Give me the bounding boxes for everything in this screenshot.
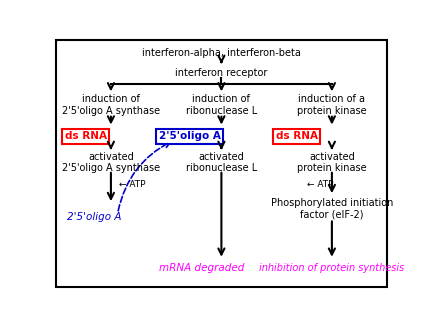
Text: ds RNA: ds RNA [276, 131, 318, 141]
Text: activated
protein kinase: activated protein kinase [297, 152, 367, 173]
Text: ← ATP: ← ATP [119, 179, 146, 189]
Text: interferon receptor: interferon receptor [175, 68, 267, 77]
Text: Phosphorylated initiation
factor (eIF-2): Phosphorylated initiation factor (eIF-2) [271, 198, 393, 220]
Text: induction of
ribonuclease L: induction of ribonuclease L [186, 94, 257, 116]
Text: activated
2'5'oligo A synthase: activated 2'5'oligo A synthase [62, 152, 160, 173]
Text: interferon-alpha, interferon-beta: interferon-alpha, interferon-beta [142, 48, 301, 58]
Text: induction of
2'5'oligo A synthase: induction of 2'5'oligo A synthase [62, 94, 160, 116]
Text: 2'5'oligo A: 2'5'oligo A [67, 212, 121, 222]
Text: mRNA degraded: mRNA degraded [159, 263, 244, 273]
FancyArrowPatch shape [118, 142, 170, 211]
Text: 2'5'oligo A: 2'5'oligo A [159, 131, 220, 141]
Text: induction of a
protein kinase: induction of a protein kinase [297, 94, 367, 116]
Text: ds RNA: ds RNA [65, 131, 107, 141]
Text: ← ATP: ← ATP [307, 179, 333, 189]
Text: activated
ribonuclease L: activated ribonuclease L [186, 152, 257, 173]
Text: inhibition of protein synthesis: inhibition of protein synthesis [259, 263, 404, 273]
